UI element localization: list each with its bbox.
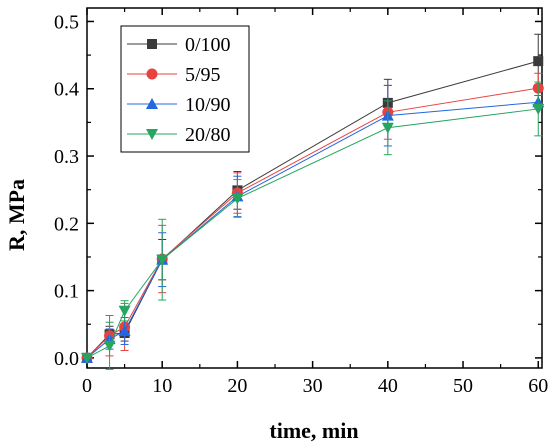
legend-label: 0/100 [185,34,231,56]
data-point [81,352,93,364]
data-point [118,324,131,336]
data-point [381,122,394,134]
x-tick-label: 10 [152,375,172,397]
legend-marker [146,129,158,140]
x-tick-label: 20 [227,375,247,397]
y-tick-label: 0.5 [54,11,79,33]
data-point [231,193,244,205]
legend-label: 10/90 [185,94,231,116]
x-tick-label: 0 [82,375,92,397]
data-point [118,305,131,317]
plot-area: 0 10 20 30 40 50 60 0.0 0.1 0.2 0.3 0.4 0.5 0/100 5/95… [54,7,548,397]
x-tick-label: 50 [453,375,473,397]
legend-marker [146,98,158,109]
x-tick-label: 40 [378,375,398,397]
y-axis-title: R, MPa [4,179,29,251]
legend-marker [146,68,158,80]
legend-box [120,25,250,153]
legend-marker [147,39,157,49]
y-tick-label: 0.4 [54,79,79,101]
y-tick-label: 0.0 [54,348,79,370]
legend-label: 20/80 [185,124,231,146]
y-tick-label: 0.2 [54,213,79,235]
y-tick-label: 0.1 [54,281,79,303]
data-point [533,56,544,67]
x-axis-title: time, min [269,418,358,443]
x-tick-label: 30 [303,375,323,397]
x-tick-label: 60 [528,375,548,397]
data-point [103,340,116,352]
plot-frame [86,7,543,369]
data-point [532,103,545,115]
data-point [156,254,169,266]
y-tick-label: 0.3 [54,146,79,168]
legend-label: 5/95 [185,64,221,86]
